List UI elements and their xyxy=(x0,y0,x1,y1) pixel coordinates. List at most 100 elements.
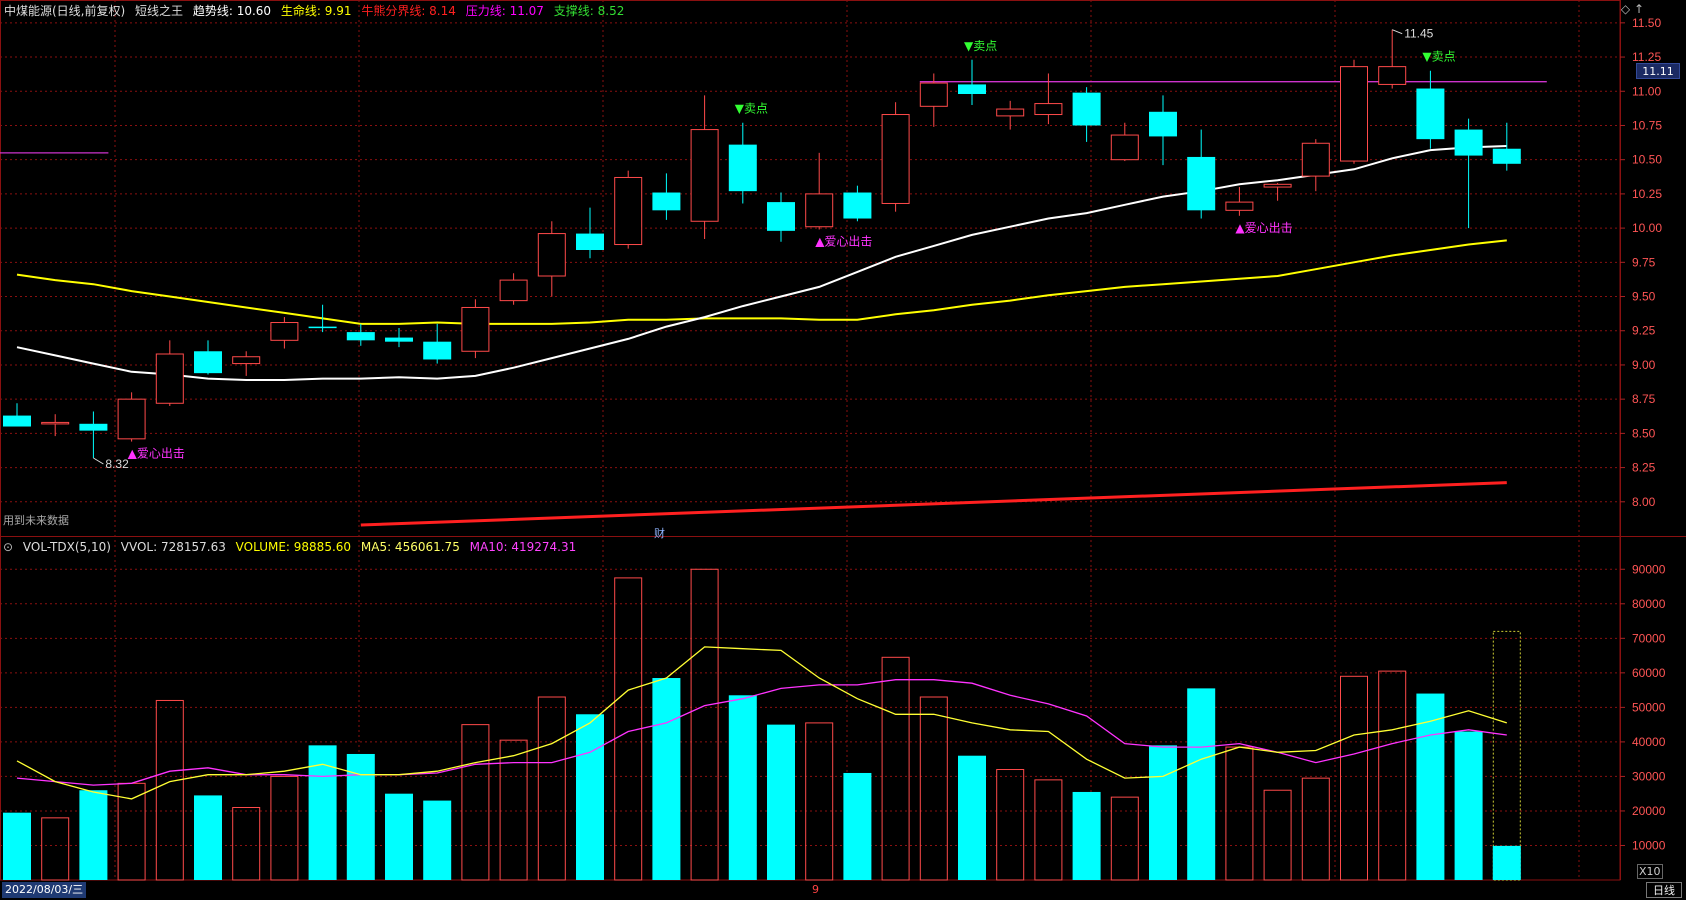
candle-body-up xyxy=(614,176,643,246)
candle xyxy=(117,392,146,442)
candle-body-up xyxy=(1225,201,1254,211)
volume-menu-icon[interactable]: ⊙ xyxy=(3,540,14,554)
candle xyxy=(1149,95,1177,166)
candle xyxy=(881,102,910,212)
volume-bar xyxy=(194,795,222,880)
candle-body-down xyxy=(346,332,375,341)
candle xyxy=(1301,139,1330,192)
zoom-x10[interactable]: X10 xyxy=(1637,864,1663,879)
candle-body-up xyxy=(996,108,1025,117)
volume-bar xyxy=(537,696,566,881)
candle-body-down xyxy=(1454,129,1483,156)
volume-bar xyxy=(308,745,337,880)
price-tick-label: 8.00 xyxy=(1632,495,1656,509)
candle-body-down xyxy=(194,351,222,374)
candle xyxy=(614,170,643,249)
volume-tick-label: 30000 xyxy=(1632,769,1666,783)
price-tick-label: 10.75 xyxy=(1632,118,1662,132)
candle-body-down xyxy=(843,192,872,219)
volume-tick-label: 60000 xyxy=(1632,666,1666,680)
candle xyxy=(1454,118,1483,229)
volume-bar xyxy=(270,775,299,881)
candle-body-up xyxy=(1263,183,1292,188)
volume-bar xyxy=(1225,746,1254,881)
candle xyxy=(346,323,375,346)
candle-body-up xyxy=(117,398,146,440)
candle-body-down xyxy=(652,192,681,211)
candle xyxy=(499,273,528,305)
volume-bar xyxy=(1149,745,1177,880)
volume-bar xyxy=(423,800,452,880)
support-value: 支撑线: 8.52 xyxy=(553,4,625,18)
volume-tick-label: 40000 xyxy=(1632,735,1666,749)
candle xyxy=(1187,129,1216,219)
signal-labels: 8.32 11.45 ▲爱心出击 ▲爱心出击 ▲爱心出击 ▼卖点 ▼卖点 ▼卖点 xyxy=(93,27,1456,471)
volume-ma-lines xyxy=(16,646,1507,800)
candle-body-up xyxy=(270,322,299,341)
ma10-value: MA10: 419274.31 xyxy=(469,540,577,554)
volume-bar xyxy=(1378,670,1407,881)
volume-bar xyxy=(767,724,795,880)
candle-body-up xyxy=(881,114,910,204)
volume-bar xyxy=(652,678,681,880)
sell-signal-label: ▼卖点 xyxy=(735,102,768,116)
price-tick-label: 11.00 xyxy=(1632,84,1661,98)
candle-body-down xyxy=(767,202,795,231)
volume-bar xyxy=(1187,688,1216,880)
volume-bar xyxy=(79,790,108,880)
candle xyxy=(3,403,31,427)
up-arrow-icon[interactable]: ↑ xyxy=(1633,2,1644,16)
volume-bar xyxy=(1301,777,1330,881)
volume-bar xyxy=(996,769,1025,881)
volume-bar xyxy=(41,817,70,881)
price-tick-label: 9.00 xyxy=(1632,358,1656,372)
price-tick-label: 9.75 xyxy=(1632,255,1656,269)
candle-body-up xyxy=(1301,142,1330,177)
extreme-pointer xyxy=(93,457,104,465)
candle-body-up xyxy=(41,421,70,425)
price-tick-label: 8.25 xyxy=(1632,461,1656,475)
price-tick-label: 11.25 xyxy=(1632,50,1661,64)
volume-header: ⊙ VOL-TDX(5,10) VVOL: 728157.63 VOLUME: … xyxy=(3,540,582,554)
vvol-value: VVOL: 728157.63 xyxy=(120,540,226,554)
trend-line xyxy=(16,145,1507,381)
volume-tick-label: 90000 xyxy=(1632,562,1666,576)
volume-bar xyxy=(1492,845,1521,880)
candle-body-down xyxy=(1416,88,1445,140)
candle-body-up xyxy=(1340,66,1368,162)
candle-body-down xyxy=(728,144,757,192)
volume-bar xyxy=(843,772,872,880)
ma5-value: MA5: 456061.75 xyxy=(360,540,460,554)
candle xyxy=(1034,73,1063,125)
volume-bar xyxy=(499,739,528,881)
bull-bear-line xyxy=(360,481,1507,527)
candle-body-up xyxy=(461,306,490,352)
volume-bar xyxy=(1072,791,1101,880)
candle-body-down xyxy=(423,341,452,360)
header-controls: ◇ ↑ xyxy=(1621,2,1644,16)
candle-body-up xyxy=(537,233,566,277)
volume-tick-label: 20000 xyxy=(1632,804,1666,818)
candle xyxy=(1416,70,1445,149)
candle-body-up xyxy=(1034,103,1063,116)
candle xyxy=(1378,29,1407,89)
finance-marker[interactable]: 财 xyxy=(654,527,665,540)
candle-body-down xyxy=(1187,156,1216,211)
price-tick-label: 10.00 xyxy=(1632,221,1662,235)
volume-bar xyxy=(805,722,834,881)
volume-bar xyxy=(232,806,261,881)
candle-body-down xyxy=(1072,92,1101,126)
timeframe-selector[interactable]: 日线 xyxy=(1646,882,1682,898)
price-tick-label: 10.25 xyxy=(1632,187,1662,201)
candle-body-up xyxy=(1110,134,1139,161)
candle-body-down xyxy=(3,415,31,427)
volume-axis: 90000 80000 70000 60000 50000 40000 30000 20000… xyxy=(1620,562,1666,852)
diamond-icon[interactable]: ◇ xyxy=(1620,2,1631,16)
candle-body-down xyxy=(79,423,108,431)
volume-bar xyxy=(881,656,910,881)
indicator-name: 短线之王 xyxy=(135,4,184,18)
candle-body-down xyxy=(576,233,604,250)
volume-value: VOLUME: 98885.60 xyxy=(235,540,352,554)
candle xyxy=(537,221,566,297)
